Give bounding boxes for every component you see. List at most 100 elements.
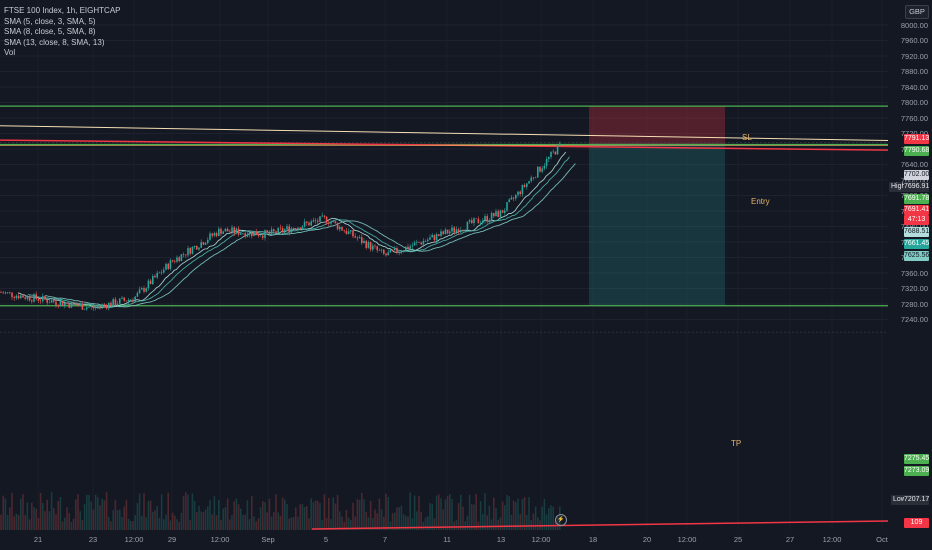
volume-bar [108, 516, 110, 530]
volume-bar [134, 515, 136, 530]
candle-body [409, 246, 411, 249]
candle-body [156, 272, 158, 278]
candle-body [83, 309, 86, 310]
candle-body [11, 292, 13, 298]
price-tick-label: 7280.00 [900, 299, 928, 309]
volume-bar [138, 493, 141, 530]
candle-body [235, 228, 238, 234]
candle-body [537, 166, 539, 178]
candle-body [523, 185, 526, 187]
volume-bar [121, 517, 123, 530]
currency-button[interactable]: GBP [905, 5, 929, 19]
indicator-volume[interactable]: Vol [4, 48, 16, 57]
candle-body [28, 296, 31, 301]
candle-body [152, 276, 154, 285]
price-tick-label: 7880.00 [900, 67, 928, 76]
volume-bar [374, 509, 376, 530]
volume-bar [200, 511, 202, 530]
volume-bar [116, 510, 119, 530]
position-zones[interactable] [589, 106, 725, 306]
candle-body [46, 299, 48, 303]
volume-bar [420, 512, 422, 530]
candle-body [75, 303, 77, 306]
candle-body [495, 211, 497, 217]
volume-bar [328, 497, 330, 530]
candle-body [116, 303, 119, 306]
volume-bar [484, 493, 486, 530]
candle-body [90, 306, 92, 307]
candle-body [125, 300, 128, 302]
sma-lines [17, 151, 576, 309]
volume-bar [39, 492, 42, 530]
volume-bar [389, 521, 392, 530]
candle-body [48, 302, 51, 304]
volume-bar [299, 504, 301, 530]
volume-bar [136, 503, 139, 530]
event-flag-icon[interactable]: ⚡ [555, 514, 567, 526]
candle-body [17, 295, 20, 299]
volume-bar [356, 499, 359, 530]
candle-body [312, 220, 315, 222]
price-tick-label: 7760.00 [900, 113, 928, 123]
indicator-sma-5[interactable]: SMA (5, close, 3, SMA, 5) [4, 16, 96, 26]
symbol-title[interactable]: FTSE 100 Index, 1h, EIGHTCAP [4, 6, 121, 15]
volume-bar [270, 516, 273, 530]
indicator-sma-13[interactable]: SMA (13, close, 8, SMA, 13) [4, 37, 105, 47]
candle-body [240, 233, 242, 235]
drawing-lines[interactable] [0, 105, 889, 530]
candle-body [37, 298, 40, 301]
volume-bar [180, 512, 183, 530]
volume-bar [534, 506, 537, 530]
price-tick-label: 7960.00 [900, 36, 928, 45]
volume-bar [422, 521, 425, 530]
price-tick-label: 7840.00 [900, 82, 928, 92]
candle-body [6, 292, 9, 293]
volume-bar [169, 520, 172, 530]
candle-body [134, 296, 136, 302]
candle-body [24, 297, 26, 299]
volume-bar [391, 513, 394, 530]
candle-body [405, 246, 407, 251]
volume-bar [429, 503, 431, 530]
candle-body [451, 227, 453, 232]
candle-body [508, 199, 510, 203]
candle-body [103, 304, 106, 306]
volume-bar [501, 501, 504, 530]
volume-bar [182, 495, 185, 530]
time-tick-label: 11 [443, 535, 451, 544]
time-tick-label: 5 [323, 535, 329, 544]
candle-body [220, 228, 222, 234]
sma-8-tag: 7661.45 [904, 239, 929, 249]
candle-body [138, 289, 141, 293]
candle-body [31, 300, 33, 302]
volume-bar [490, 519, 493, 530]
volume-bar [4, 498, 7, 530]
candle-body [554, 151, 557, 155]
candle-body [259, 235, 262, 237]
volume-bar [385, 493, 387, 530]
volume-bar [259, 507, 262, 530]
indicator-sma-8[interactable]: SMA (8, close, 5, SMA, 8) [4, 27, 96, 36]
candle-body [460, 230, 462, 233]
candle-body [290, 228, 293, 233]
trendline-tag: 7702.00 [904, 170, 929, 180]
candle-body [79, 303, 81, 306]
volume-bar [378, 498, 381, 530]
volume-bar [297, 516, 299, 530]
candle-body [130, 299, 132, 301]
volume-bar [119, 509, 121, 530]
candle-body [167, 263, 169, 269]
candle-body [517, 191, 519, 195]
volume-bar [330, 519, 332, 530]
volume-bar [163, 519, 165, 530]
candle-body [94, 307, 97, 309]
candle-body [310, 221, 312, 226]
candle-body [33, 294, 35, 302]
candle-body [297, 227, 299, 230]
volume-bar [143, 493, 145, 530]
volume-bar [112, 510, 114, 530]
candle-body [301, 226, 304, 230]
volume-bar [517, 498, 519, 530]
